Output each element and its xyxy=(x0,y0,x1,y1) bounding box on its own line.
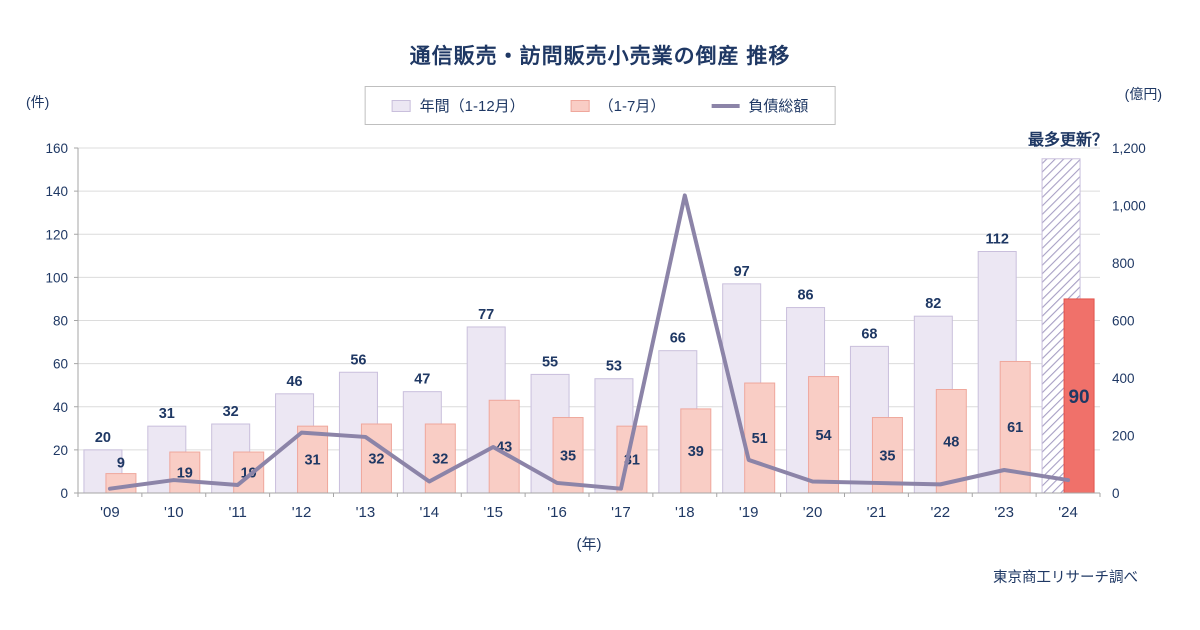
x-axis-label: '18 xyxy=(675,504,695,521)
legend-label-annual: 年間（1-12月） xyxy=(419,98,525,115)
y-axis-label-right: 600 xyxy=(1112,314,1135,329)
annual-value-label: 77 xyxy=(478,307,494,323)
ytd-value-label: 54 xyxy=(815,428,831,444)
y-axis-label-left: 120 xyxy=(45,227,68,242)
x-axis-label: '12 xyxy=(292,504,312,521)
ytd-bar xyxy=(935,389,967,494)
ytd-value-label: 61 xyxy=(1007,420,1023,436)
x-axis-label: '16 xyxy=(547,504,567,521)
y-axis-label-left: 100 xyxy=(45,270,68,285)
x-axis-caption: (年) xyxy=(576,536,602,553)
annual-value-label: 97 xyxy=(734,264,750,280)
x-axis-label: '14 xyxy=(420,504,440,521)
legend-item-debt: 負債総額 xyxy=(711,95,808,116)
annual-value-label: 47 xyxy=(414,372,430,388)
debt-total-line xyxy=(107,193,1071,491)
ytd-value-label: 48 xyxy=(943,434,959,450)
annual-value-label: 53 xyxy=(606,359,622,375)
ytd-bar xyxy=(808,376,840,494)
chart-title: 通信販売・訪問販売小売業の倒産 推移 xyxy=(409,45,791,68)
annual-value-label: 56 xyxy=(350,352,366,368)
ytd-bar-highlighted xyxy=(1063,298,1095,494)
ytd-bar xyxy=(871,417,903,494)
y-axis-label-right: 200 xyxy=(1112,429,1135,444)
x-axis-label: '09 xyxy=(100,504,120,521)
annual-value-label: 20 xyxy=(95,430,111,446)
x-axis-label: '19 xyxy=(739,504,759,521)
annual-value-label: 68 xyxy=(861,326,877,342)
y-axis-label-right: 0 xyxy=(1112,486,1120,501)
annual-series-swatch-icon xyxy=(391,99,411,112)
legend-item-annual: 年間（1-12月） xyxy=(391,95,525,116)
legend-item-ytd: （1-7月） xyxy=(570,95,666,116)
x-axis-label: '20 xyxy=(803,504,823,521)
annual-value-label: 82 xyxy=(925,296,941,312)
ytd-value-label: 90 xyxy=(1068,387,1089,408)
axes: '09 '10 '11 '12 '13 '14 '15 '16 '17 '18 '19 '20 '21 '… xyxy=(77,148,1101,521)
x-axis-label: '22 xyxy=(931,504,951,521)
ytd-value-label: 19 xyxy=(177,466,193,482)
ytd-value-label: 35 xyxy=(560,448,576,464)
ytd-value-label: 32 xyxy=(432,452,448,468)
left-axis-unit-label: (件) xyxy=(26,94,50,110)
y-axis-label-left: 140 xyxy=(45,184,68,199)
y-axis-label-left: 80 xyxy=(53,314,68,329)
x-axis-label: '10 xyxy=(164,504,184,521)
right-axis-unit-label: (億円) xyxy=(1124,86,1162,102)
ytd-value-label: 31 xyxy=(304,453,320,469)
ytd-bar xyxy=(169,451,201,494)
x-axis-label: '15 xyxy=(483,504,503,521)
ytd-value-label: 9 xyxy=(117,456,125,472)
ytd-value-label: 39 xyxy=(688,444,704,460)
bars: 2093119321946315632473277435535533166399… xyxy=(83,158,1095,494)
x-axis-label: '23 xyxy=(994,504,1014,521)
annual-value-label: 112 xyxy=(985,232,1008,248)
annual-value-label: 32 xyxy=(223,404,239,420)
y-axis-label-left: 0 xyxy=(60,486,68,501)
y-axis-label-right: 800 xyxy=(1112,256,1135,271)
y-axis-label-left: 160 xyxy=(45,141,68,156)
ytd-bar xyxy=(297,425,329,494)
x-axis-label: '21 xyxy=(867,504,887,521)
ytd-bar xyxy=(552,417,584,494)
ytd-value-label: 51 xyxy=(752,431,768,447)
annual-value-label: 66 xyxy=(670,331,686,347)
ytd-value-label: 32 xyxy=(368,452,384,468)
debt-line-swatch-icon xyxy=(711,103,740,108)
ytd-value-label: 35 xyxy=(879,448,895,464)
x-axis-label: '11 xyxy=(228,504,246,521)
y-axis-label-right: 1,200 xyxy=(1112,141,1146,156)
source-note: 東京商工リサーチ調べ xyxy=(993,570,1138,586)
annual-value-label: 86 xyxy=(797,288,813,304)
x-axis-label: '13 xyxy=(356,504,376,521)
annual-value-label: 31 xyxy=(159,406,175,422)
ytd-series-swatch-icon xyxy=(570,99,590,112)
record-annotation: 最多更新？ xyxy=(1027,132,1109,149)
y-axis-label-right: 400 xyxy=(1112,371,1135,386)
y-axis-label-left: 60 xyxy=(53,357,68,372)
legend-label-ytd: （1-7月） xyxy=(598,98,666,115)
annual-value-label: 55 xyxy=(542,354,558,370)
x-axis-label: '17 xyxy=(611,504,631,521)
annual-value-label: 46 xyxy=(286,374,302,390)
legend-label-debt: 負債総額 xyxy=(748,98,809,115)
y-axis-label-left: 20 xyxy=(53,443,68,458)
y-axis-label-left: 40 xyxy=(53,400,68,415)
legend: 年間（1-12月） （1-7月） 負債総額 xyxy=(364,86,836,125)
y-axis-label-right: 1,000 xyxy=(1112,199,1146,214)
x-axis-label: '24 xyxy=(1058,504,1078,521)
